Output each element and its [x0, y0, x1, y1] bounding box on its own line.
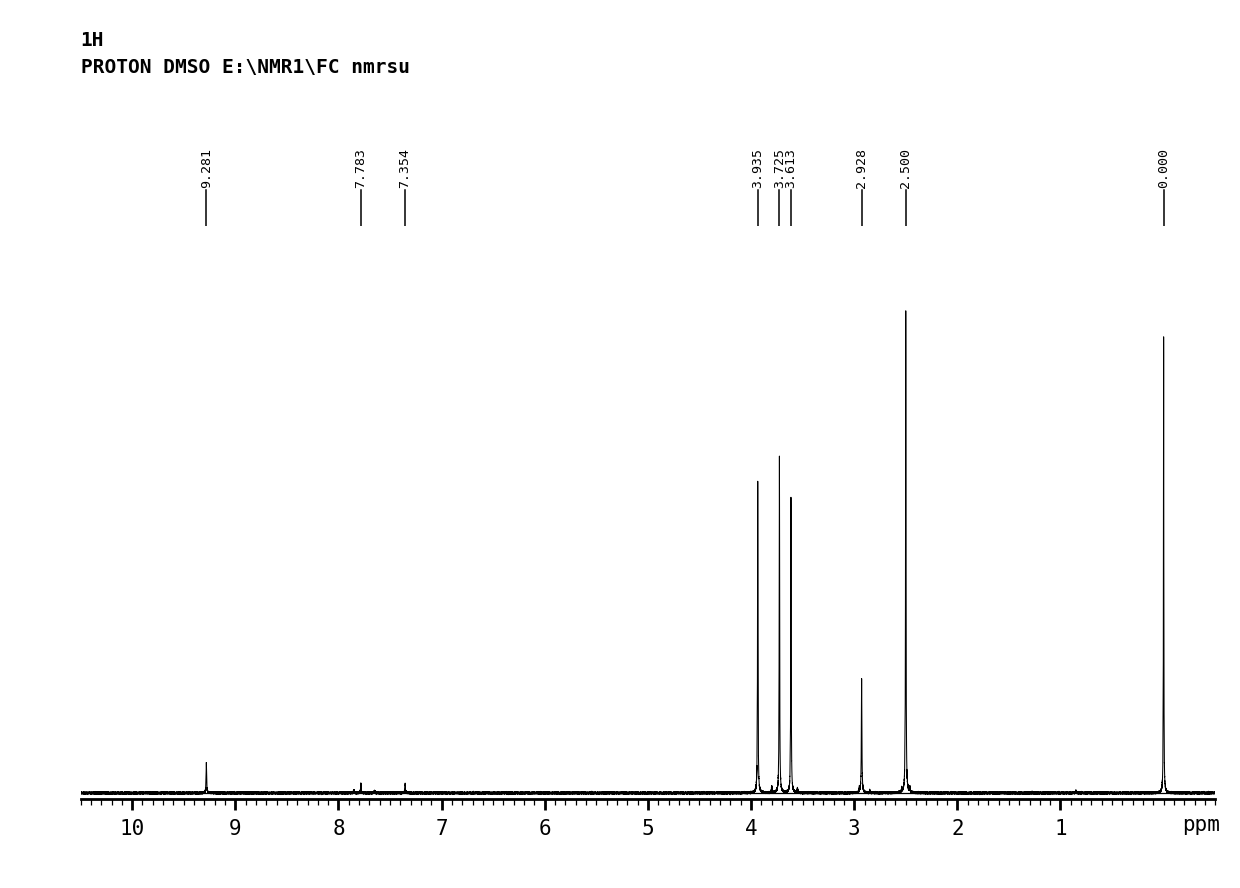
Text: 7.783: 7.783 [355, 147, 367, 188]
Text: 7.354: 7.354 [398, 147, 412, 188]
Text: 3.935: 3.935 [751, 147, 764, 188]
Text: 2.500: 2.500 [899, 147, 913, 188]
Text: ppm: ppm [1183, 815, 1220, 835]
Text: PROTON DMSO E:\NMR1\FC nmrsu: PROTON DMSO E:\NMR1\FC nmrsu [81, 58, 409, 76]
Text: 2.928: 2.928 [856, 147, 868, 188]
Text: 0.000: 0.000 [1157, 147, 1171, 188]
Text: 9.281: 9.281 [200, 147, 213, 188]
Text: 3.725: 3.725 [773, 147, 786, 188]
Text: 3.613: 3.613 [785, 147, 797, 188]
Text: 1H: 1H [81, 31, 104, 50]
